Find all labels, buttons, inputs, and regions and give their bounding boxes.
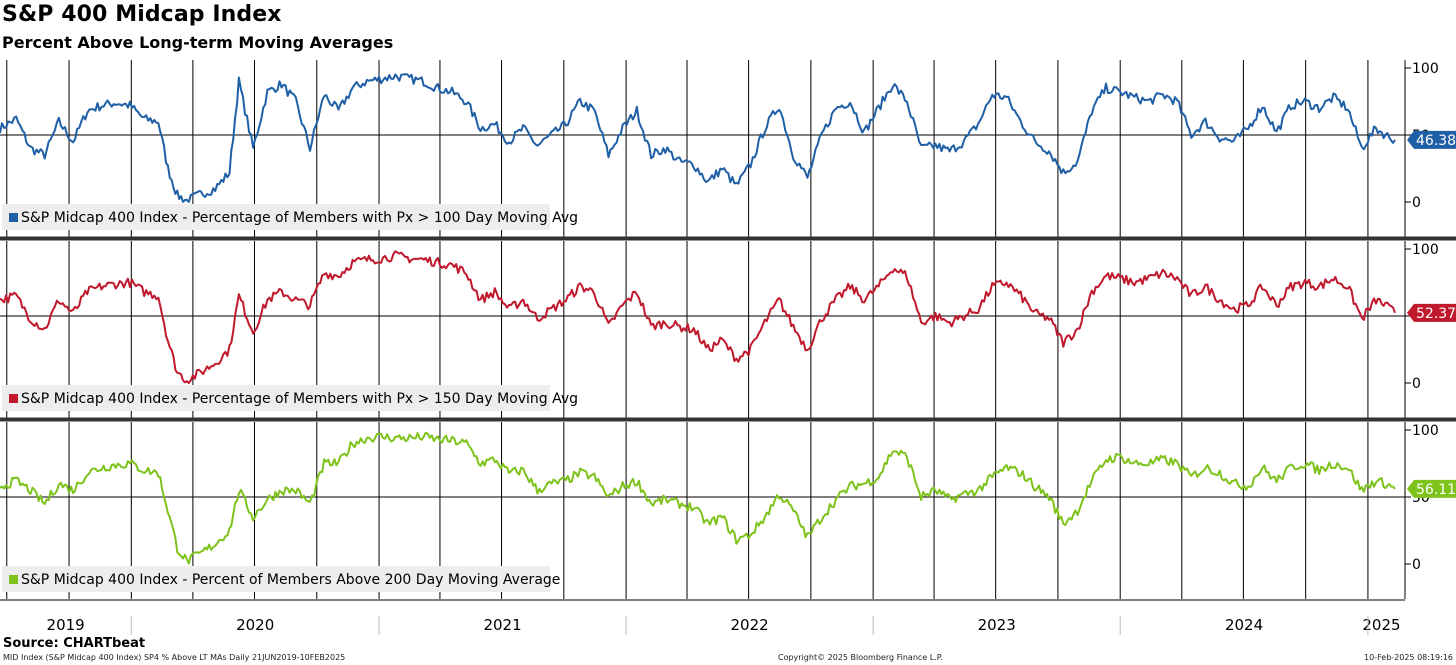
series-line [0, 431, 1396, 565]
last-value-label: 56.11 [1416, 482, 1456, 498]
series-line [0, 73, 1396, 203]
legend-box [2, 385, 550, 411]
legend-swatch [9, 213, 18, 222]
footer-timestamp: 10-Feb-2025 08:19:16 [1364, 653, 1453, 662]
panel-separator [0, 417, 1456, 422]
x-year-label: 2024 [1225, 616, 1263, 634]
x-year-label: 2022 [731, 616, 769, 634]
x-year-label: 2019 [47, 616, 85, 634]
series-line [0, 250, 1396, 384]
last-value-tag [1407, 130, 1456, 149]
legend-label: S&P Midcap 400 Index - Percentage of Mem… [21, 391, 578, 407]
y-tick-label: 0 [1412, 195, 1421, 211]
x-year-label: 2020 [236, 616, 274, 634]
last-value-label: 46.38 [1416, 133, 1456, 149]
y-tick-label: 0 [1412, 557, 1421, 573]
footer-copyright: Copyright© 2025 Bloomberg Finance L.P. [778, 653, 943, 662]
x-year-label: 2021 [483, 616, 521, 634]
chart-subtitle: Percent Above Long-term Moving Averages [2, 33, 394, 52]
legend-swatch [9, 575, 18, 584]
x-year-label: 2023 [978, 616, 1016, 634]
y-tick-label: 0 [1412, 376, 1421, 392]
chart-title: S&P 400 Midcap Index [2, 2, 282, 27]
last-value-label: 52.37 [1416, 306, 1456, 322]
last-value-tag [1407, 479, 1456, 498]
source-note: Source: CHARTbeat [3, 636, 146, 651]
legend-swatch [9, 394, 18, 403]
last-value-tag [1407, 303, 1456, 322]
legend-box [2, 566, 550, 592]
y-tick-label: 100 [1412, 242, 1439, 258]
legend-label: S&P Midcap 400 Index - Percentage of Mem… [21, 210, 578, 226]
legend-label: S&P Midcap 400 Index - Percent of Member… [21, 572, 560, 588]
panel-separator [0, 236, 1456, 241]
legend-box [2, 204, 550, 230]
y-tick-label: 100 [1412, 61, 1439, 77]
footer-descriptor: MID Index (S&P Midcap 400 Index) SP4 % A… [3, 653, 346, 662]
y-tick-label: 100 [1412, 423, 1439, 439]
x-year-label: 2025 [1362, 616, 1400, 634]
